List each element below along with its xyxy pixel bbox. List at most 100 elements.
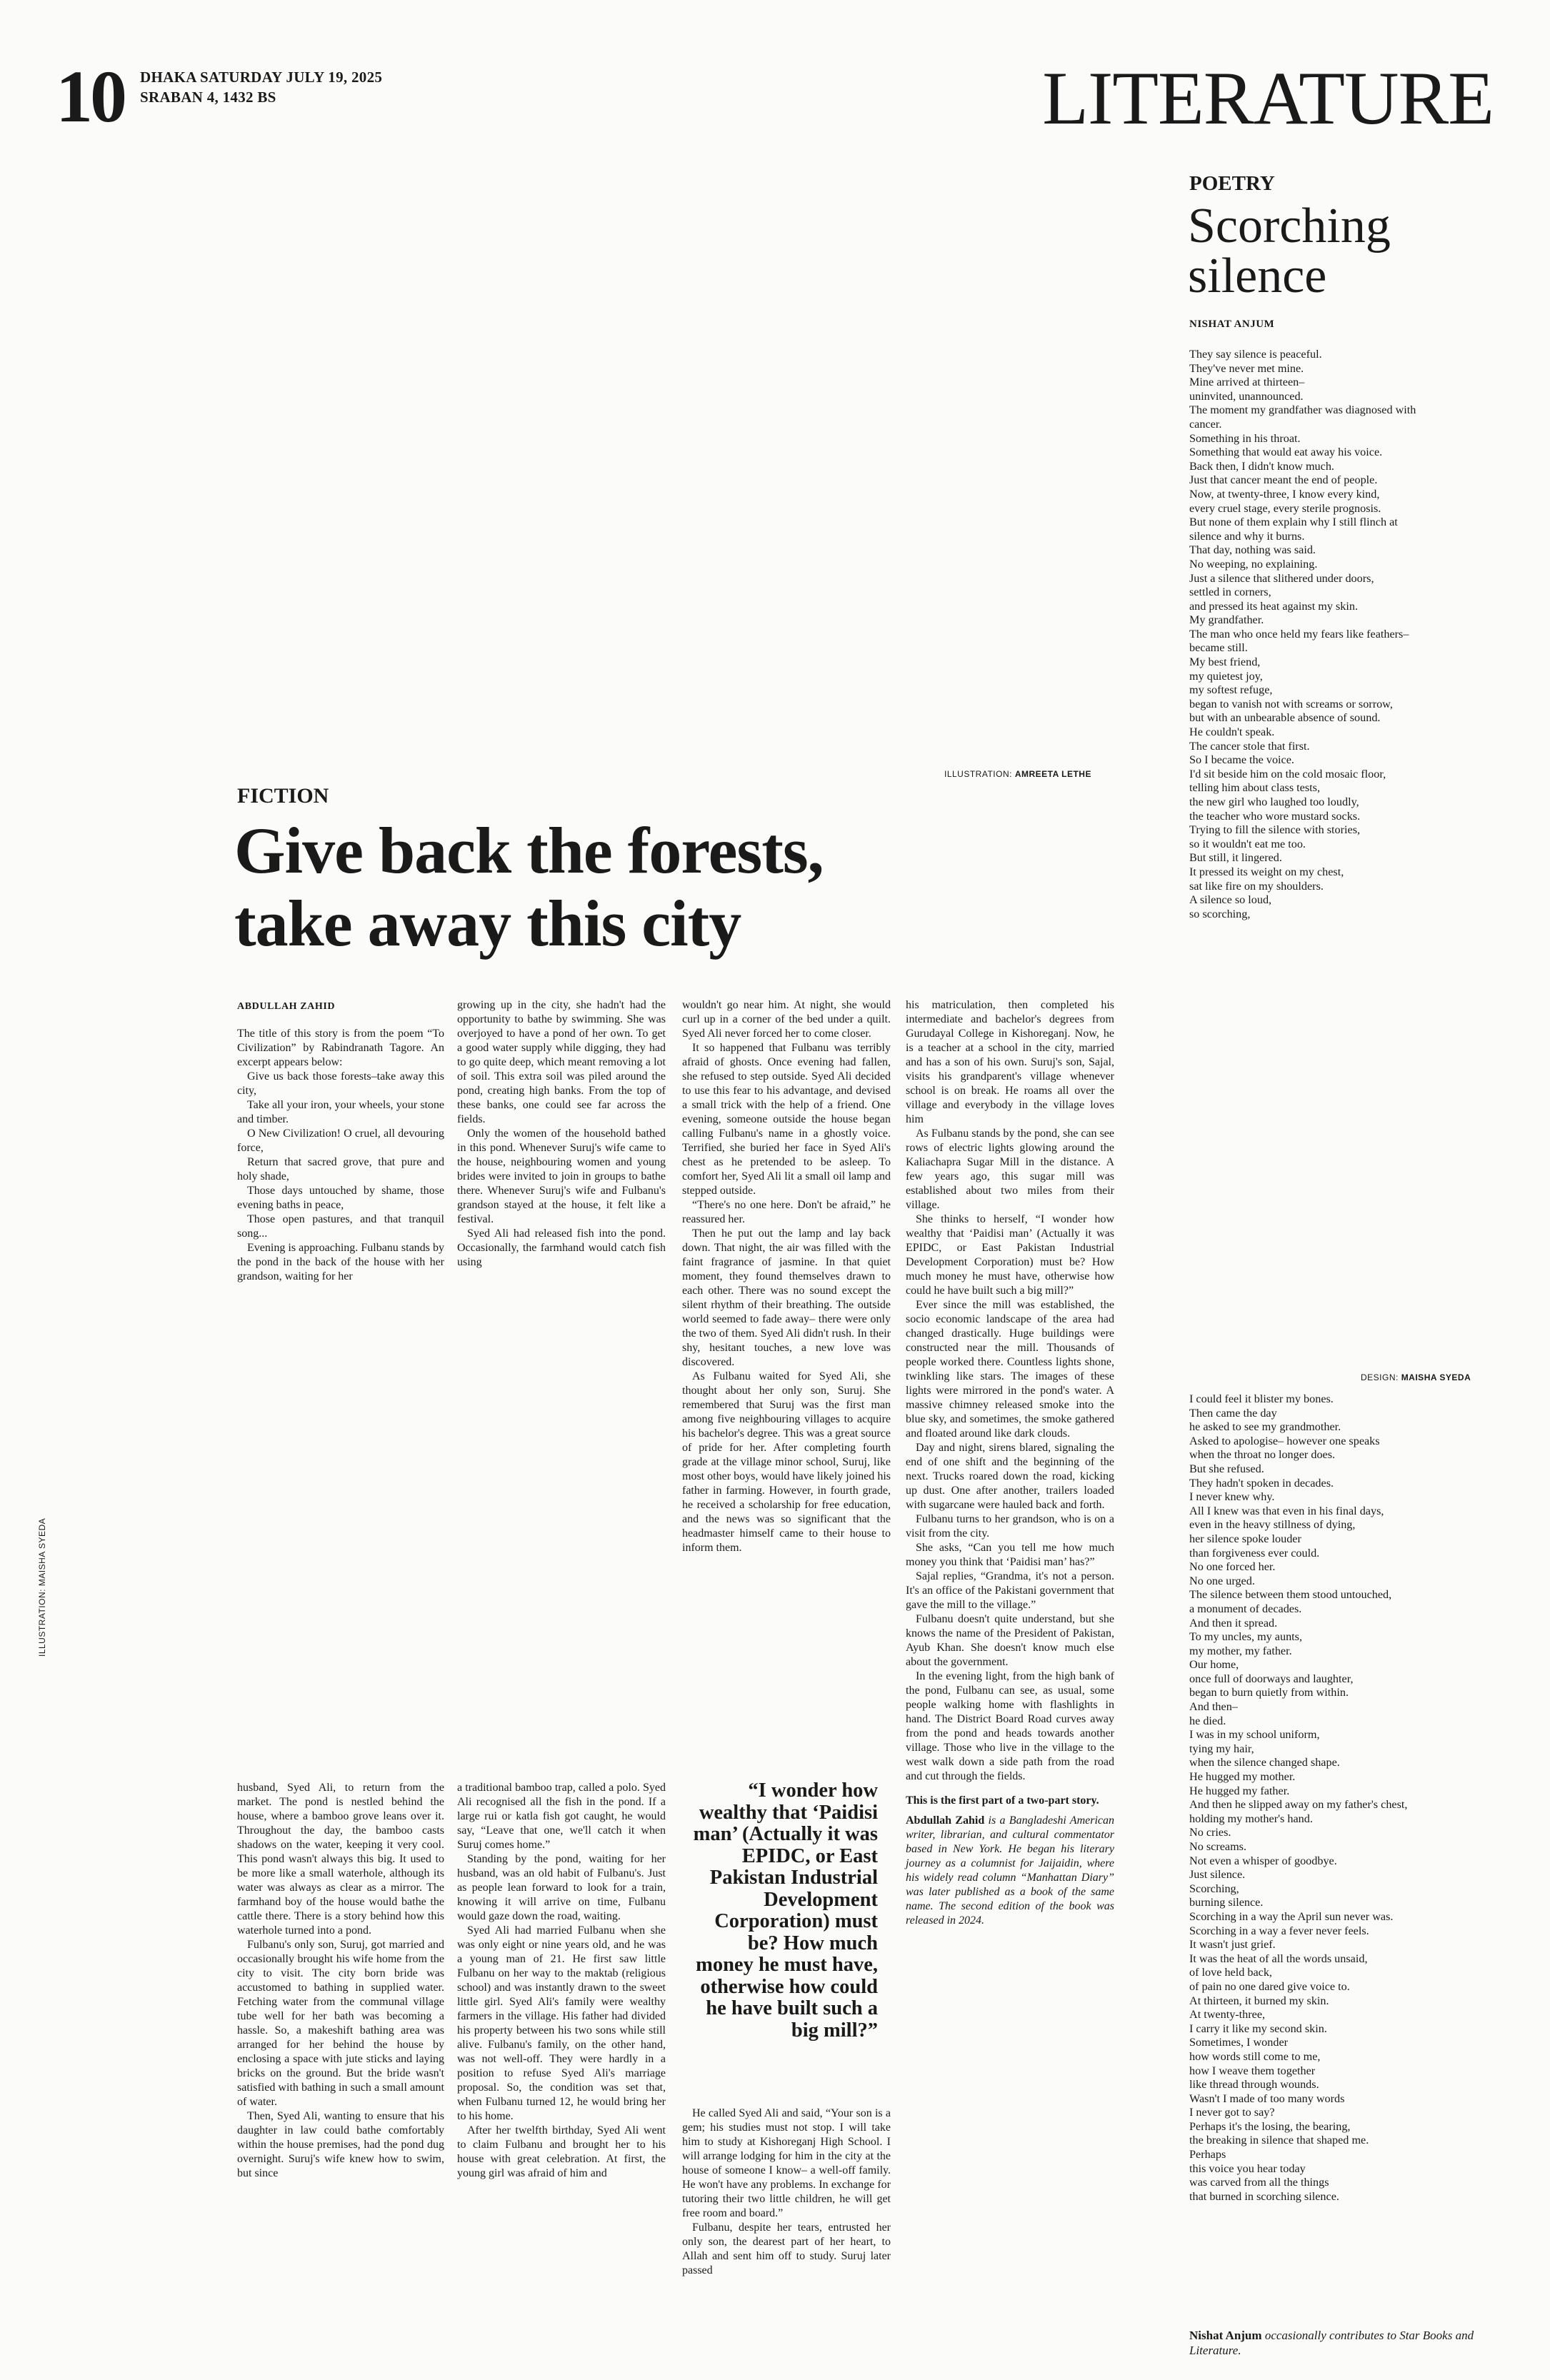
poem-line: No screams. <box>1189 1840 1247 1853</box>
poem-line: Asked to apologise– however one speaks <box>1189 1434 1380 1447</box>
body-paragraph: The title of this story is from the poem… <box>237 1028 444 1068</box>
poem-line: They hadn't spoken in decades. <box>1189 1476 1334 1490</box>
poem-line: No one urged. <box>1189 1574 1255 1587</box>
poem-line: but with an unbearable absence of sound. <box>1189 711 1381 725</box>
body-paragraph: Return that sacred grove, that pure and … <box>237 1156 444 1183</box>
body-paragraph: Take all your iron, your wheels, your st… <box>237 1099 444 1125</box>
poem-line: No one forced her. <box>1189 1560 1276 1574</box>
poem-line: when the silence changed shape. <box>1189 1756 1340 1769</box>
poem-line: began to burn quietly from within. <box>1189 1686 1349 1699</box>
body-paragraph: Evening is approaching. Fulbanu stands b… <box>237 1242 444 1282</box>
column-1-top: The title of this story is from the poem… <box>237 1027 444 1284</box>
poem-line: It wasn't just grief. <box>1189 1938 1276 1952</box>
body-paragraph: Sajal replies, “Grandma, it's not a pers… <box>906 1570 1114 1611</box>
poem-line: like thread through wounds. <box>1189 2078 1319 2092</box>
poem-line: the teacher who wore mustard socks. <box>1189 809 1361 823</box>
column-4: his matriculation, then completed his in… <box>906 998 1114 1928</box>
poem-line: began to vanish not with screams or sorr… <box>1189 697 1393 711</box>
body-paragraph: Give us back those forests–take away thi… <box>237 1070 444 1097</box>
poem-line: Scorching in a way the April sun never w… <box>1189 1909 1394 1923</box>
body-paragraph: his matriculation, then completed his in… <box>906 999 1114 1125</box>
poem-line: settled in corners, <box>1189 586 1271 599</box>
illustration-credit-label: ILLUSTRATION: <box>944 769 1012 779</box>
poem-line: Just that cancer meant the end of people… <box>1189 473 1378 487</box>
poem-line: My grandfather. <box>1189 613 1264 627</box>
poem-line: Scorching, <box>1189 1882 1239 1895</box>
body-paragraph: Standing by the pond, waiting for her hu… <box>457 1853 666 1922</box>
poem-line: that burned in scorching silence. <box>1189 2189 1339 2203</box>
poem-line: the new girl who laughed too loudly, <box>1189 795 1359 808</box>
poem-line: I'd sit beside him on the cold mosaic fl… <box>1189 767 1386 780</box>
author-bio: Abdullah Zahid is a Bangladeshi American… <box>906 1814 1114 1928</box>
poem-line: this voice you hear today <box>1189 2161 1306 2175</box>
column-1-bottom: husband, Syed Ali, to return from the ma… <box>237 1781 444 2181</box>
page-number: 10 <box>56 56 127 138</box>
poem-line: burning silence. <box>1189 1896 1264 1909</box>
poem-line: so it wouldn't eat me too. <box>1189 837 1306 850</box>
fiction-kicker: FICTION <box>237 784 329 808</box>
poet-bio: Nishat Anjum occasionally contributes to… <box>1189 2328 1504 2358</box>
poem-line: was carved from all the things <box>1189 2176 1329 2189</box>
poem-line: Wasn't I made of too many words <box>1189 2092 1345 2105</box>
poem-line: A silence so loud, <box>1189 893 1272 907</box>
poem-line: They've never met mine. <box>1189 361 1304 375</box>
poem-line: sat like fire on my shoulders. <box>1189 879 1324 893</box>
body-paragraph: growing up in the city, she hadn't had t… <box>457 999 666 1125</box>
poem-line: All I knew was that even in his final da… <box>1189 1504 1384 1517</box>
poet-bio-text: occasionally contributes to Star Books a… <box>1189 2329 1474 2357</box>
poem-line: Perhaps it's the losing, the bearing, <box>1189 2119 1351 2133</box>
body-paragraph: husband, Syed Ali, to return from the ma… <box>237 1782 444 1937</box>
body-paragraph: He called Syed Ali and said, “Your son i… <box>682 2107 891 2219</box>
illustration-credit: ILLUSTRATION: AMREETA LETHE <box>944 769 1091 779</box>
body-paragraph: O New Civilization! O cruel, all devouri… <box>237 1128 444 1154</box>
body-paragraph: As Fulbanu waited for Syed Ali, she thou… <box>682 1370 891 1554</box>
poem-line: I never knew why. <box>1189 1490 1275 1504</box>
poem-line: I never got to say? <box>1189 2106 1275 2119</box>
body-paragraph: Ever since the mill was established, the… <box>906 1299 1114 1440</box>
poem-line: Not even a whisper of goodbye. <box>1189 1854 1337 1867</box>
poem-line: the breaking in silence that shaped me. <box>1189 2134 1369 2147</box>
poem-line: He couldn't speak. <box>1189 725 1275 739</box>
body-paragraph: She asks, “Can you tell me how much mone… <box>906 1542 1114 1568</box>
column-2-bottom: a traditional bamboo trap, called a polo… <box>457 1781 666 2181</box>
body-paragraph: Then he put out the lamp and lay back do… <box>682 1227 891 1368</box>
poem-line: At thirteen, it burned my skin. <box>1189 1994 1329 2007</box>
column-2-top: growing up in the city, she hadn't had t… <box>457 998 666 1270</box>
poem-line: so scorching, <box>1189 907 1251 920</box>
poem-line: Sometimes, I wonder <box>1189 2036 1289 2049</box>
poem-line: But none of them explain why I still fli… <box>1189 516 1398 529</box>
poem-title-line-2: silence <box>1188 248 1327 303</box>
poem-line: It pressed its weight on my chest, <box>1189 865 1344 878</box>
body-paragraph: Fulbanu doesn't quite understand, but sh… <box>906 1613 1114 1668</box>
poem-line: and pressed its heat against my skin. <box>1189 599 1359 613</box>
poem-line: became still. <box>1189 641 1248 655</box>
body-paragraph: In the evening light, from the high bank… <box>906 1670 1114 1782</box>
poem-line: No weeping, no explaining. <box>1189 557 1318 571</box>
poetry-kicker: POETRY <box>1189 172 1275 195</box>
poem-line: I carry it like my second skin. <box>1189 2022 1327 2035</box>
body-paragraph: Those days untouched by shame, those eve… <box>237 1185 444 1211</box>
bangla-date: SRABAN 4, 1432 BS <box>140 89 276 106</box>
illustration-credit-name: AMREETA LETHE <box>1014 769 1091 779</box>
poem-line: Now, at twenty-three, I know every kind, <box>1189 487 1380 501</box>
poem-line: than forgiveness ever could. <box>1189 1546 1320 1560</box>
body-paragraph: After her twelfth birthday, Syed Ali wen… <box>457 2124 666 2179</box>
poem-line: Just a silence that slithered under door… <box>1189 571 1374 585</box>
author-bio-text: is a Bangladeshi American writer, librar… <box>906 1814 1115 1927</box>
fiction-headline: Give back the forests, take away this ci… <box>234 814 824 960</box>
column-3-bottom: He called Syed Ali and said, “Your son i… <box>682 2107 891 2278</box>
illustration-middle <box>71 1357 671 1771</box>
poem-line: Something in his throat. <box>1189 431 1301 445</box>
illustration-top <box>50 157 1114 757</box>
poem-line: It was the heat of all the words unsaid, <box>1189 1952 1368 1965</box>
poem-line: The silence between them stood untouched… <box>1189 1588 1392 1602</box>
poem-line: Trying to fill the silence with stories, <box>1189 823 1361 837</box>
body-paragraph: Those open pastures, and that tranquil s… <box>237 1213 444 1240</box>
poem-line: cancer. <box>1189 417 1222 431</box>
poem-line: He hugged my mother. <box>1189 1770 1296 1784</box>
poem-line: her silence spoke louder <box>1189 1532 1301 1545</box>
poem-line: I was in my school uniform, <box>1189 1728 1320 1742</box>
body-paragraph: Only the women of the household bathed i… <box>457 1128 666 1225</box>
poem-line: The cancer stole that first. <box>1189 739 1310 753</box>
poem-line: That day, nothing was said. <box>1189 543 1316 557</box>
